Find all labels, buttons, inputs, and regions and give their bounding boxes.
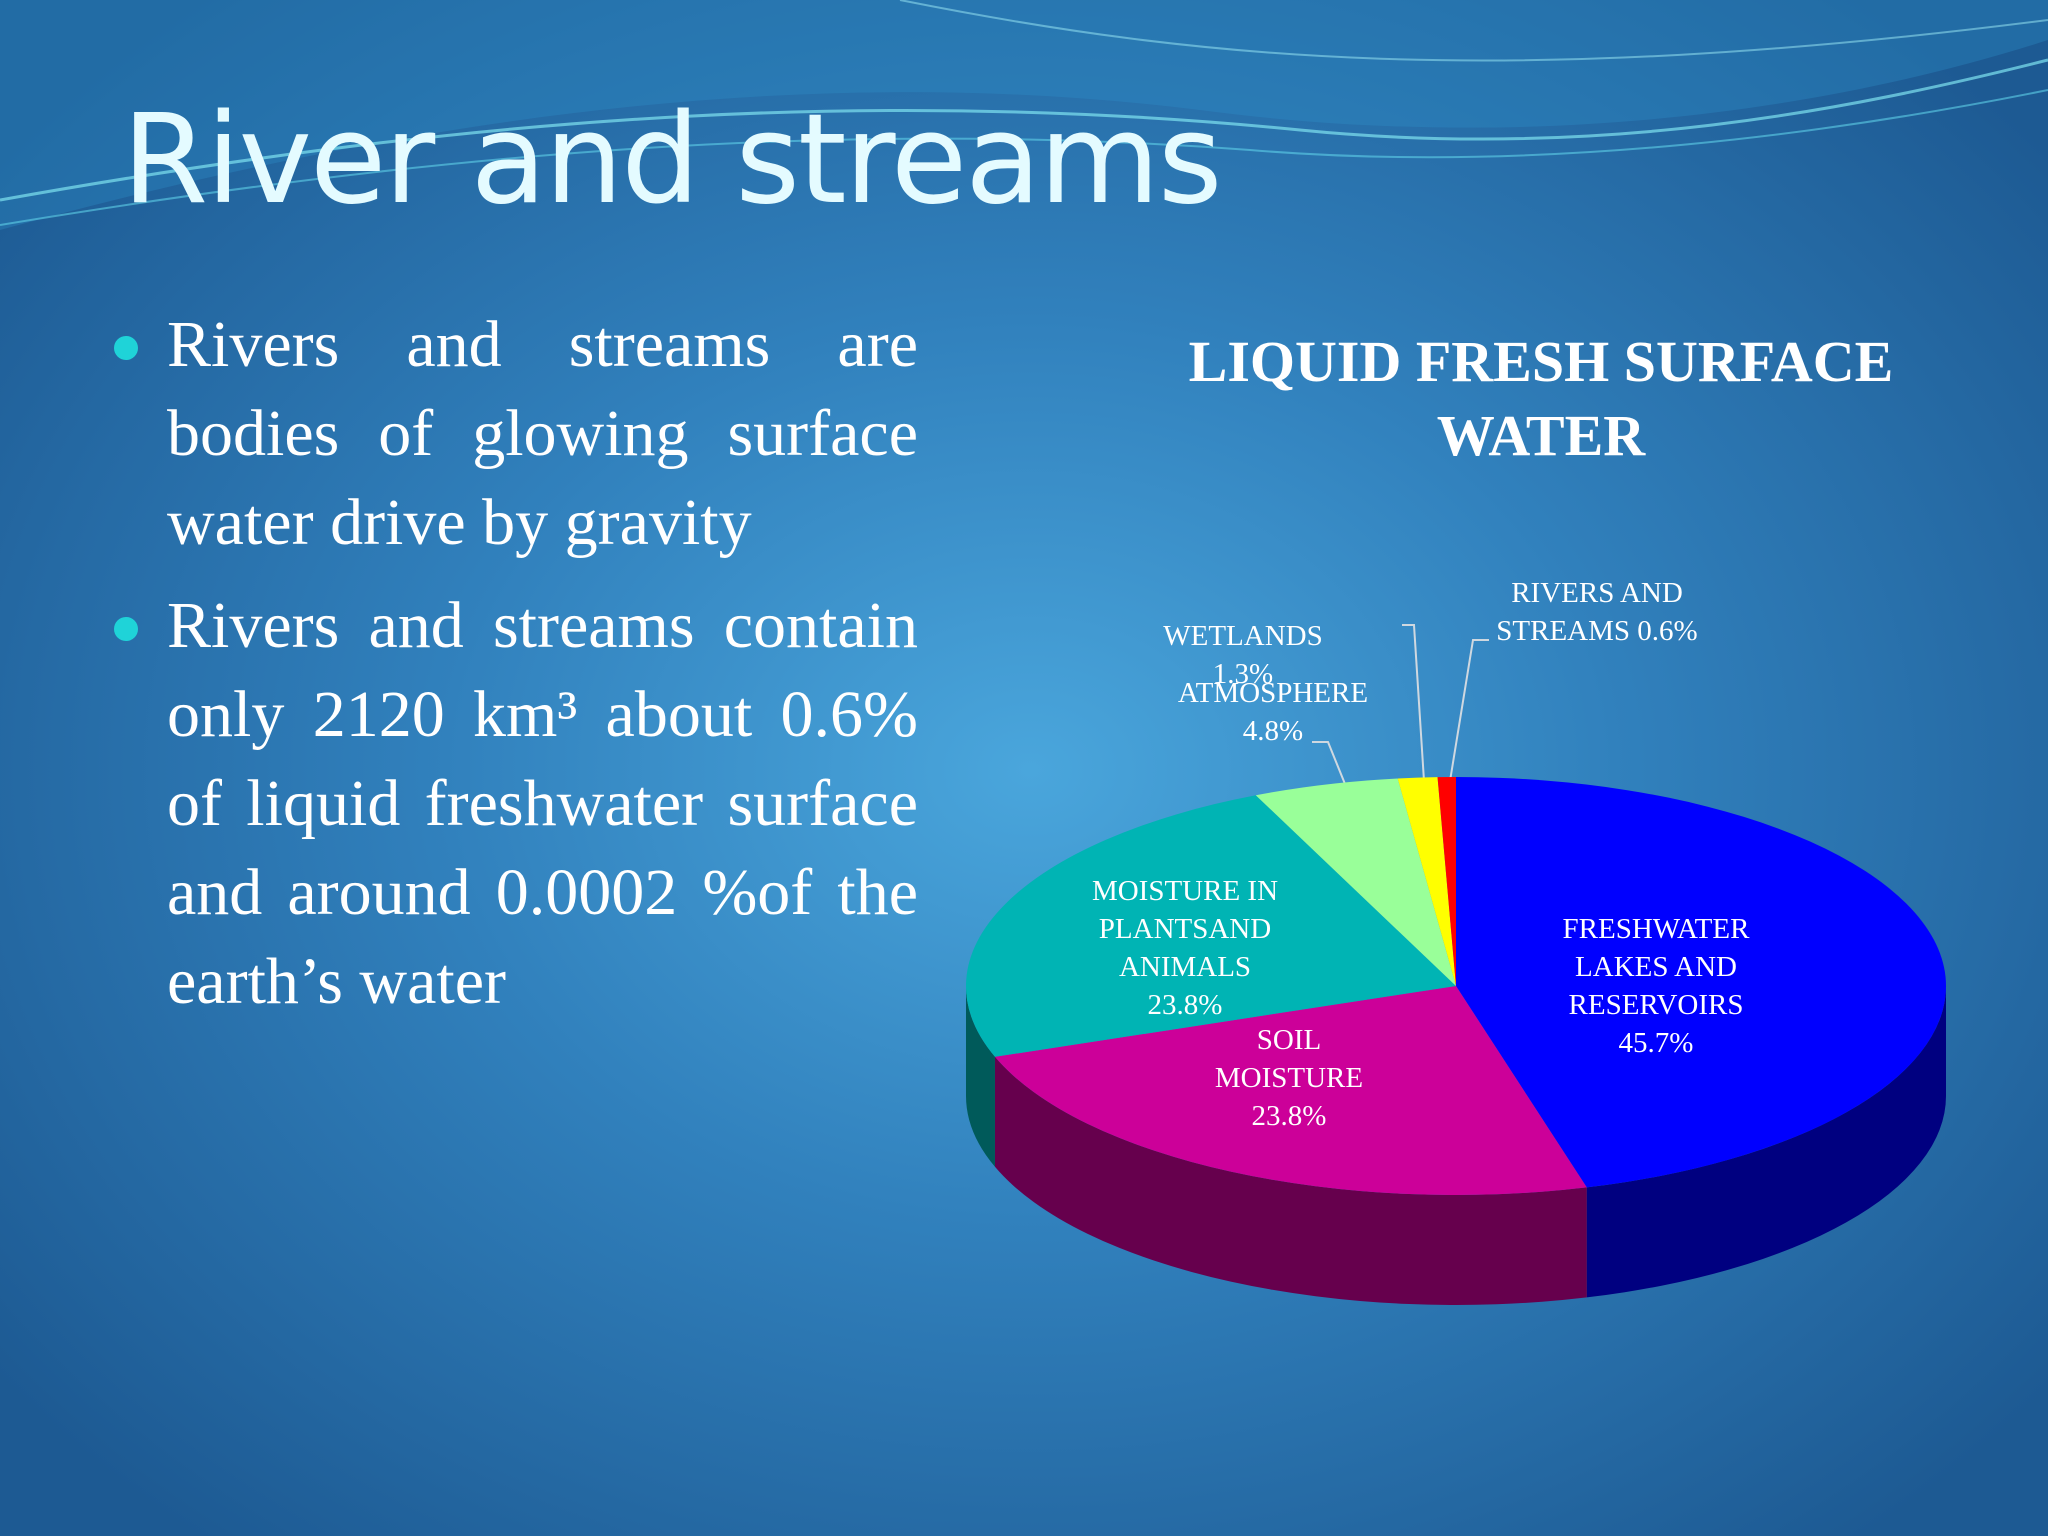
slice-side — [966, 986, 995, 1167]
pie-slice — [994, 986, 1587, 1195]
wave — [0, 0, 2048, 230]
pie-tops — [966, 777, 1946, 1195]
slide-title: River and streams — [122, 88, 1223, 232]
bullet: Rivers and streams are bodies of glowing… — [110, 300, 918, 567]
data-label: WETLANDS 1.3% — [1148, 617, 1338, 693]
bullet: Rivers and streams contain only 2120 km³… — [110, 581, 918, 1026]
pie-slice — [1397, 777, 1456, 986]
category-label: MOISTURE IN PLANTSAND ANIMALS — [1091, 875, 1279, 983]
data-label: ATMOSPHERE 4.8% — [1158, 674, 1388, 750]
value-label: 1.3% — [1212, 658, 1274, 690]
leader-line — [1402, 624, 1425, 782]
value-label: 23.8% — [1251, 1100, 1327, 1132]
wave-line — [899, 0, 2048, 62]
pie-slice — [1437, 777, 1456, 986]
wave-line — [0, 58, 2048, 202]
value-label: 23.8% — [1147, 989, 1223, 1021]
data-label: RIVERS AND STREAMS 0.6% — [1477, 574, 1717, 650]
value-label: 45.7% — [1618, 1027, 1694, 1059]
leader-line — [1449, 639, 1489, 782]
pie-slice — [1255, 778, 1456, 986]
leader-line — [1312, 741, 1346, 785]
chart-title: LIQUID FRESH SURFACE WATER — [1188, 329, 1894, 468]
pie-sides — [966, 986, 1946, 1305]
value-label: 0.6% — [1637, 615, 1698, 647]
slice-side — [1586, 986, 1946, 1298]
data-label: MOISTURE IN PLANTSAND ANIMALS 23.8% — [1080, 872, 1290, 1024]
category-label: ATMOSPHERE — [1177, 677, 1369, 709]
category-label: WETLANDS — [1163, 620, 1323, 652]
slice-side — [994, 1056, 1587, 1305]
bullet-list: Rivers and streams are bodies of glowing… — [110, 300, 918, 1040]
data-label: FRESHWATER LAKES AND RESERVOIRS 45.7% — [1541, 910, 1771, 1062]
wave-line — [0, 89, 2048, 226]
category-label: FRESHWATER LAKES AND RESERVOIRS — [1562, 913, 1750, 1021]
category-label: RIVERS AND STREAMS — [1496, 577, 1683, 647]
data-label: SOIL MOISTURE 23.8% — [1194, 1021, 1384, 1135]
pie-slice — [966, 795, 1456, 1057]
category-label: SOIL MOISTURE — [1214, 1024, 1364, 1094]
pie-slice — [1456, 777, 1946, 1188]
value-label: 4.8% — [1242, 715, 1304, 747]
wave-decoration — [0, 0, 2048, 230]
